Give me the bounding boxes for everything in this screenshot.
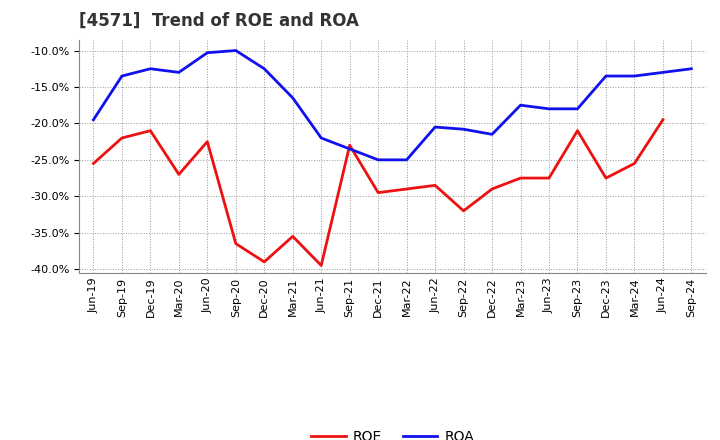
- ROE: [630, 161, 639, 166]
- ROA: [602, 73, 611, 79]
- ROE: [659, 117, 667, 122]
- ROE: [346, 143, 354, 148]
- ROE: [516, 176, 525, 181]
- ROA: [487, 132, 496, 137]
- ROE: [317, 263, 325, 268]
- ROA: [459, 127, 468, 132]
- ROA: [146, 66, 155, 71]
- ROA: [374, 157, 382, 162]
- ROA: [573, 106, 582, 111]
- Line: ROE: ROE: [94, 120, 663, 265]
- ROA: [659, 70, 667, 75]
- ROE: [487, 187, 496, 192]
- ROE: [289, 234, 297, 239]
- ROA: [260, 66, 269, 71]
- ROE: [146, 128, 155, 133]
- ROE: [374, 190, 382, 195]
- ROA: [117, 73, 126, 79]
- ROA: [630, 73, 639, 79]
- ROE: [431, 183, 439, 188]
- ROE: [573, 128, 582, 133]
- ROA: [346, 146, 354, 151]
- ROE: [402, 187, 411, 192]
- ROE: [203, 139, 212, 144]
- ROE: [232, 241, 240, 246]
- ROE: [260, 259, 269, 264]
- ROA: [545, 106, 554, 111]
- ROE: [89, 161, 98, 166]
- ROE: [545, 176, 554, 181]
- Line: ROA: ROA: [94, 51, 691, 160]
- ROE: [117, 136, 126, 141]
- ROA: [232, 48, 240, 53]
- ROA: [687, 66, 696, 71]
- ROA: [402, 157, 411, 162]
- ROA: [174, 70, 183, 75]
- ROA: [203, 50, 212, 55]
- Text: [4571]  Trend of ROE and ROA: [4571] Trend of ROE and ROA: [79, 12, 359, 30]
- ROA: [516, 103, 525, 108]
- ROE: [174, 172, 183, 177]
- ROA: [89, 117, 98, 122]
- ROA: [431, 125, 439, 130]
- ROE: [602, 176, 611, 181]
- ROE: [459, 208, 468, 213]
- Legend: ROE, ROA: ROE, ROA: [305, 424, 480, 440]
- ROA: [317, 136, 325, 141]
- ROA: [289, 95, 297, 100]
